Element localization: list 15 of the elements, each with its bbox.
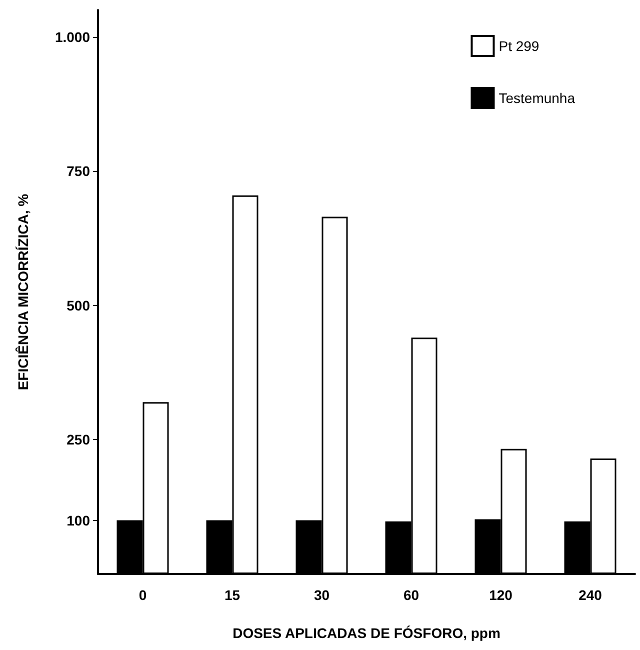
legend-label: Pt 299 [498, 38, 540, 54]
y-axis-title: EFICIÊNCIA MICORRÍZICA, % [15, 193, 31, 390]
x-tick-label: 15 [224, 587, 240, 603]
y-tick-label: 500 [66, 297, 90, 314]
legend-label: Testemunha [498, 90, 576, 106]
y-tick-label: 1.000 [54, 28, 90, 45]
x-tick-label: 60 [403, 587, 420, 603]
x-tick-label: 240 [578, 587, 602, 603]
x-tick-label: 30 [314, 587, 330, 603]
x-tick-label: 0 [138, 587, 147, 603]
x-tick-label: 120 [489, 587, 513, 603]
y-tick-label: 250 [66, 432, 90, 448]
y-tick-label: 750 [66, 163, 90, 180]
y-tick-label: 100 [66, 512, 90, 528]
x-axis-title: DOSES APLICADAS DE FÓSFORO, ppm [232, 625, 500, 641]
